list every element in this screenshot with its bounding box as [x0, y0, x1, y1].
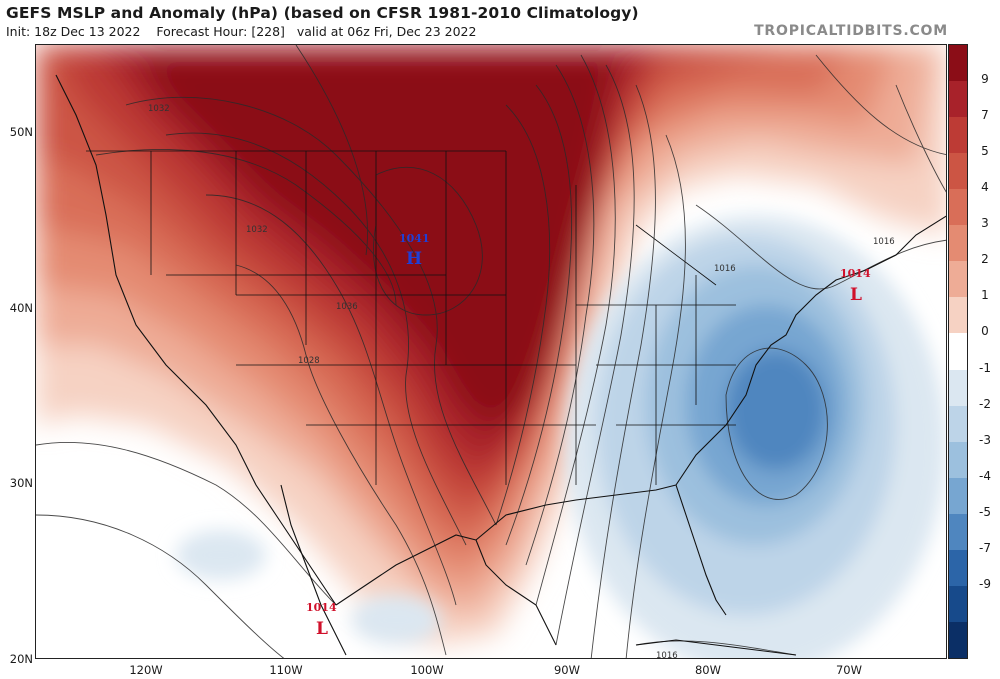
low-pressure-value: 1014 [840, 267, 871, 280]
isobar-labels: 1032 1032 1036 1028 1016 1016 1016 [148, 104, 895, 659]
lon-label-110w: 110W [269, 663, 303, 677]
colorbar-label: 3 [981, 216, 989, 231]
valid-time: valid at 06z Fri, Dec 23 2022 [296, 24, 477, 39]
colorbar-label: -1 [979, 360, 991, 375]
colorbar-segment [949, 117, 967, 154]
colorbar-segment [949, 297, 967, 334]
lon-label-90w: 90W [553, 663, 580, 677]
colorbar-segment [949, 261, 967, 298]
high-pressure-symbol: H [406, 249, 422, 269]
colorbar-segment [949, 153, 967, 190]
lat-label-20n: 20N [9, 652, 33, 666]
colorbar-segment [949, 225, 967, 262]
isobar-label: 1016 [714, 264, 736, 274]
lat-label-40n: 40N [9, 301, 33, 315]
colorbar-label: 9 [981, 72, 989, 87]
isobar-label: 1036 [336, 302, 358, 312]
colorbar-segment [949, 441, 967, 479]
high-pressure-value: 1041 [399, 232, 430, 245]
isobar-label: 1016 [656, 651, 678, 659]
coastlines [55, 74, 946, 656]
high-pressure-center: 1041 H [399, 232, 430, 269]
lon-label-80w: 80W [694, 663, 721, 677]
lat-label-30n: 30N [9, 476, 33, 490]
isobar-label: 1028 [298, 356, 320, 366]
colorbar-segment [949, 477, 967, 515]
map-panel: 1032 1032 1036 1028 1016 1016 1016 1041 … [35, 44, 947, 659]
colorbar-segment [949, 189, 967, 226]
colorbar-segment [949, 513, 967, 551]
map-title: GEFS MSLP and Anomaly (hPa) (based on CF… [6, 4, 639, 22]
negative-anomaly-field [176, 215, 946, 658]
colorbar-label: -7 [979, 540, 991, 555]
colorbar-label: 5 [981, 144, 989, 159]
colorbar-segment [949, 405, 967, 443]
colorbar-label: 4 [981, 180, 989, 195]
isobar-label: 1016 [873, 237, 895, 247]
site-brand[interactable]: TROPICALTIDBITS.COM [754, 23, 948, 39]
low-pressure-symbol: L [316, 619, 328, 639]
low-pressure-symbol: L [850, 285, 862, 305]
anomaly-map: 1032 1032 1036 1028 1016 1016 1016 1041 … [36, 45, 946, 659]
colorbar-segment [949, 45, 967, 82]
state-borders [86, 150, 736, 485]
colorbar-segment [949, 333, 967, 371]
forecast-hour: Forecast Hour: [228] [156, 24, 285, 39]
anomaly-colorbar [948, 44, 968, 659]
colorbar-label: 2 [981, 252, 989, 267]
colorbar-segment [949, 369, 967, 407]
colorbar-label: -5 [979, 504, 991, 519]
isobar-label: 1032 [246, 225, 268, 235]
colorbar-label: -3 [979, 432, 991, 447]
isobar-contours [36, 45, 946, 658]
colorbar-label: -2 [979, 396, 991, 411]
colorbar-label: -9 [979, 576, 991, 591]
colorbar-segment [949, 549, 967, 587]
colorbar-segment [949, 585, 967, 623]
map-subtitle: Init: 18z Dec 13 2022 Forecast Hour: [22… [6, 24, 476, 39]
colorbar-label: 1 [981, 288, 989, 303]
colorbar-label: -4 [979, 468, 991, 483]
isobar-label: 1032 [148, 104, 170, 114]
colorbar-segment [949, 81, 967, 118]
lon-label-100w: 100W [410, 663, 444, 677]
colorbar-label: 0 [981, 324, 989, 339]
low-pressure-center-atlantic: 1014 L [840, 267, 871, 305]
lat-label-50n: 50N [9, 125, 33, 139]
colorbar-segment [949, 621, 967, 659]
init-time: Init: 18z Dec 13 2022 [6, 24, 141, 39]
lon-label-70w: 70W [835, 663, 862, 677]
low-pressure-center-pacific: 1014 L [306, 601, 337, 639]
lon-label-120w: 120W [129, 663, 163, 677]
low-pressure-value: 1014 [306, 601, 337, 614]
colorbar-label: 7 [981, 108, 989, 123]
